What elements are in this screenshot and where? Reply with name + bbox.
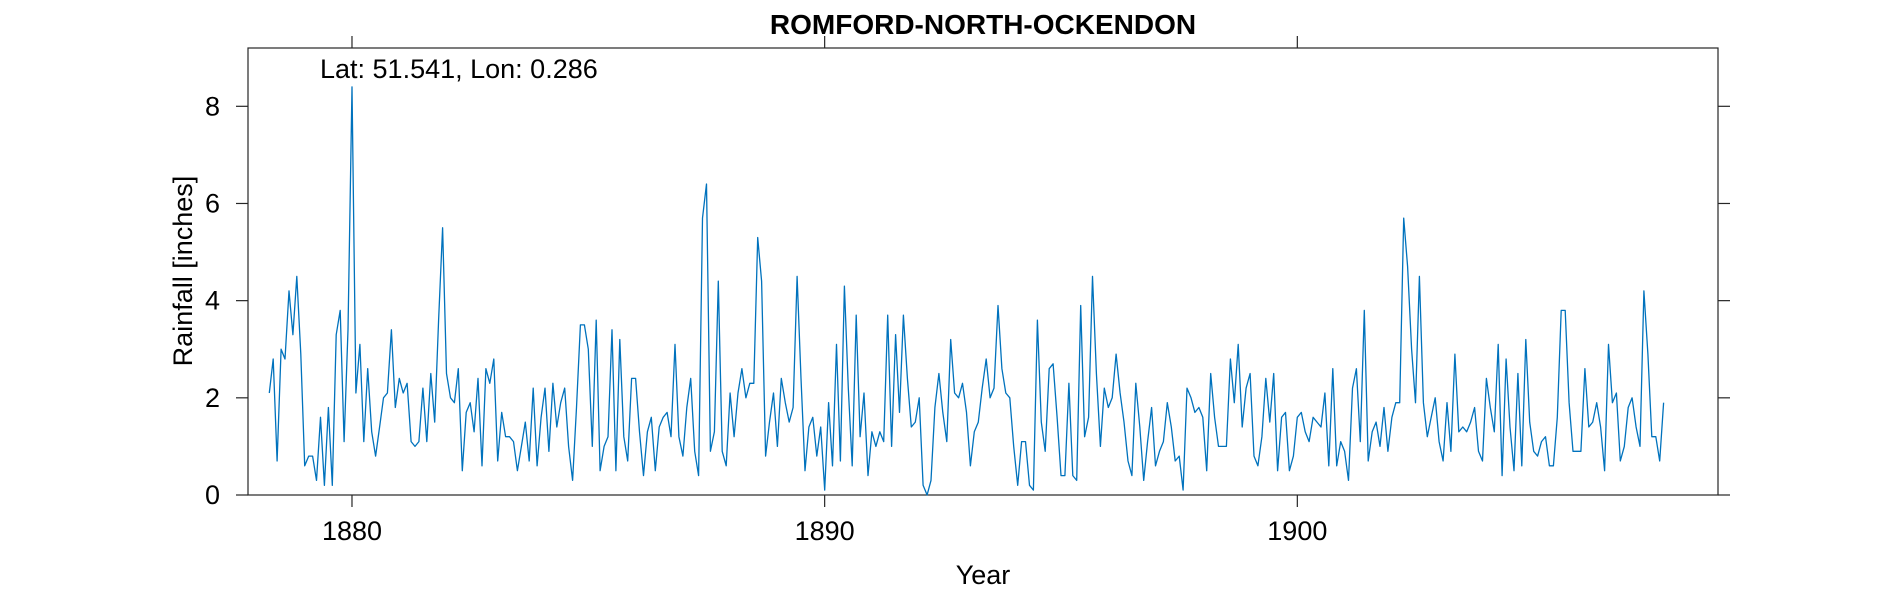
x-tick-label: 1890 [795, 516, 855, 546]
y-tick-label: 2 [205, 383, 220, 413]
location-annotation: Lat: 51.541, Lon: 0.286 [320, 54, 598, 84]
y-axis-label: Rainfall [inches] [168, 176, 198, 367]
x-axis-label: Year [956, 560, 1011, 590]
x-tick-label: 1900 [1267, 516, 1327, 546]
axis-ticks [236, 36, 1730, 507]
y-tick-label: 6 [205, 188, 220, 218]
y-tick-label: 4 [205, 286, 220, 316]
plot-area [247, 47, 1719, 496]
axis-tick-labels: 0 2 4 6 8 1880 1890 1900 [205, 91, 1327, 546]
y-tick-label: 8 [205, 91, 220, 121]
chart-title: ROMFORD-NORTH-OCKENDON [770, 9, 1196, 40]
series-rainfall-line [268, 86, 1665, 496]
x-tick-label: 1880 [322, 516, 382, 546]
y-tick-label: 0 [205, 480, 220, 510]
